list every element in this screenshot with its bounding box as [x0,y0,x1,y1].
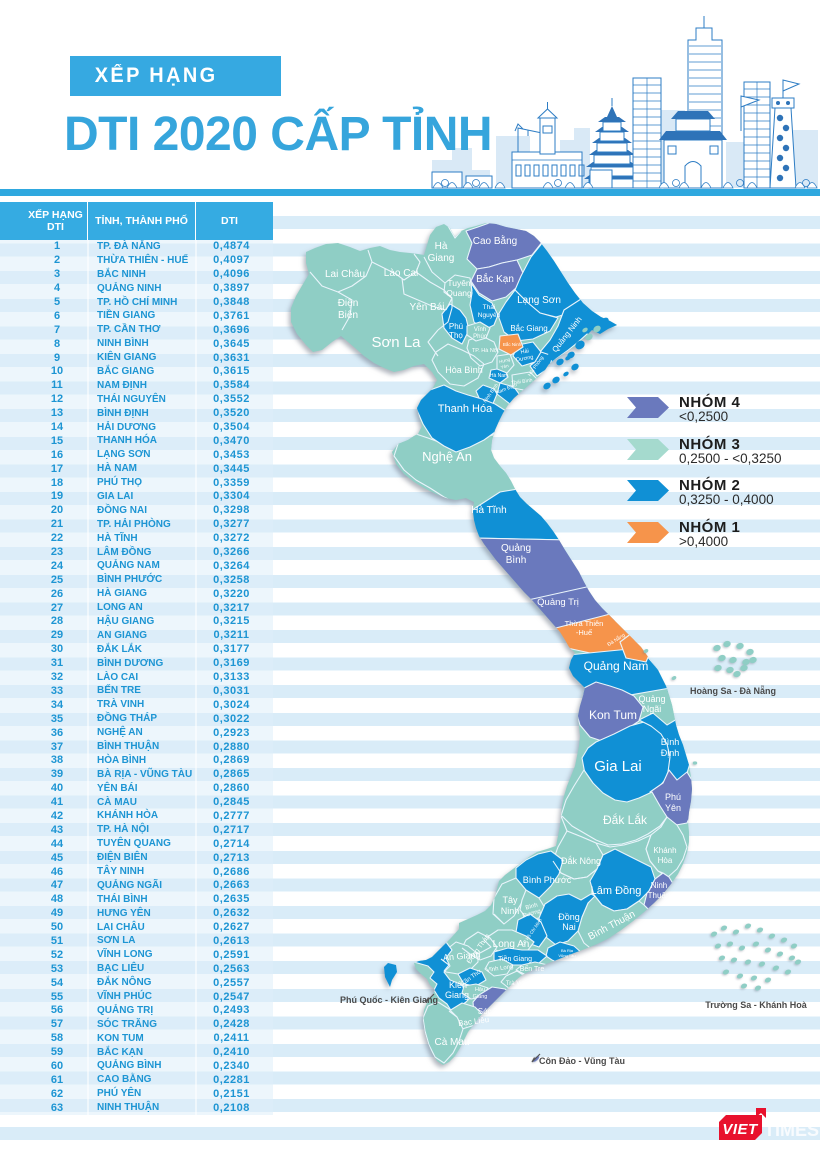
svg-text:Long An: Long An [493,939,530,950]
svg-text:Quảng: Quảng [638,694,665,704]
svg-text:Bắc Kạn: Bắc Kạn [476,272,514,285]
svg-text:Phúc: Phúc [473,334,487,340]
svg-text:Hòa Bình: Hòa Bình [445,365,483,375]
svg-text:Đồng: Đồng [558,912,580,922]
svg-text:Phú: Phú [449,322,463,331]
svg-text:An Giang: An Giang [443,949,481,962]
svg-text:Ninh: Ninh [651,881,667,890]
svg-text:TP. Hà Nội: TP. Hà Nội [472,348,498,354]
svg-text:Giang: Giang [428,253,455,264]
svg-text:Nguyên: Nguyên [478,312,501,319]
svg-text:Hòa: Hòa [658,856,673,865]
svg-text:Tiền Giang: Tiền Giang [498,954,532,963]
svg-text:Bạc Liêu: Bạc Liêu [458,1015,490,1028]
svg-text:Bình: Bình [661,737,680,747]
svg-text:Vũng Tàu: Vũng Tàu [558,953,575,958]
svg-text:Điện: Điện [338,298,359,309]
svg-text:Quảng: Quảng [501,543,531,554]
svg-text:Nghệ An: Nghệ An [422,449,472,464]
svg-text:Hà Tĩnh: Hà Tĩnh [471,505,506,516]
svg-text:Yên Bái: Yên Bái [409,302,444,313]
svg-text:Lai Châu: Lai Châu [325,269,365,280]
svg-text:Kon Tum: Kon Tum [589,708,637,722]
svg-text:Nai: Nai [562,922,576,932]
svg-text:Đắk Nông: Đắk Nông [561,856,601,866]
svg-text:VIET: VIET [722,1121,759,1138]
svg-text:Phú: Phú [665,792,681,802]
svg-text:Tây: Tây [502,895,518,905]
svg-text:Bà Rịa: Bà Rịa [561,948,574,953]
svg-text:Trà Vinh: Trà Vinh [506,981,528,987]
svg-text:Ninh: Ninh [501,906,520,916]
svg-text:Thọ: Thọ [449,331,463,340]
svg-text:Vĩnh: Vĩnh [474,327,486,333]
svg-text:Sơn La: Sơn La [371,334,421,351]
svg-text:Đắk Lắk: Đắk Lắk [603,812,648,827]
svg-text:Hà Nam: Hà Nam [490,373,508,379]
svg-text:Khánh: Khánh [653,846,676,855]
svg-text:Sóc Trăng: Sóc Trăng [478,1007,514,1016]
svg-text:Côn Đảo - Vũng Tàu: Côn Đảo - Vũng Tàu [539,1056,625,1066]
svg-text:Kiên: Kiên [449,980,467,990]
svg-text:Thừa Thiên: Thừa Thiên [565,619,604,628]
svg-text:Thái Bình: Thái Bình [511,378,533,387]
svg-text:Ngãi: Ngãi [643,704,662,714]
svg-text:Gia Lai: Gia Lai [594,758,642,775]
svg-text:TIMES: TIMES [764,1120,819,1140]
svg-text:Bình: Bình [525,903,538,912]
svg-text:Quang: Quang [446,288,472,298]
svg-text:Phú Quốc - Kiên Giang: Phú Quốc - Kiên Giang [340,995,438,1005]
svg-text:Dương: Dương [522,909,542,920]
svg-text:Cà Mau: Cà Mau [434,1037,469,1048]
svg-text:Vĩnh Long: Vĩnh Long [486,964,514,974]
svg-text:Bắc Ninh: Bắc Ninh [503,341,522,347]
svg-text:Trường Sa - Khánh Hoà: Trường Sa - Khánh Hoà [705,1000,807,1010]
svg-text:Thái: Thái [483,304,496,311]
svg-text:Thanh Hóa: Thanh Hóa [438,403,493,415]
svg-text:Lào Cai: Lào Cai [384,268,418,279]
svg-text:Hưng: Hưng [499,357,512,365]
svg-text:Bến Tre: Bến Tre [520,964,545,973]
svg-text:Yên: Yên [665,803,681,813]
svg-text:Giang: Giang [445,990,469,1000]
svg-text:Yên: Yên [500,363,510,370]
svg-text:Biên: Biên [338,310,358,321]
svg-text:Hậu: Hậu [475,987,485,993]
svg-text:Quảng Nam: Quảng Nam [584,659,649,673]
svg-text:Hải: Hải [520,348,529,355]
svg-text:Hoàng Sa - Đà Nẵng: Hoàng Sa - Đà Nẵng [690,685,776,696]
svg-text:Cao Bằng: Cao Bằng [473,234,517,247]
svg-text:Hà: Hà [435,241,448,252]
svg-text:Định: Định [661,748,680,758]
svg-text:Bình Phước: Bình Phước [523,875,572,885]
svg-text:Lâm Đồng: Lâm Đồng [591,885,642,897]
svg-text:-Huế: -Huế [576,628,593,637]
svg-text:Dương: Dương [516,355,534,364]
svg-text:Lạng Sơn: Lạng Sơn [517,295,561,306]
svg-text:Giang: Giang [473,994,488,1000]
svg-text:Bình: Bình [506,555,527,566]
svg-text:Quảng Trị: Quảng Trị [537,597,579,608]
svg-text:Tuyên: Tuyên [447,278,471,288]
svg-text:Bắc Giang: Bắc Giang [510,324,547,333]
svg-text:Thuận: Thuận [648,891,671,900]
